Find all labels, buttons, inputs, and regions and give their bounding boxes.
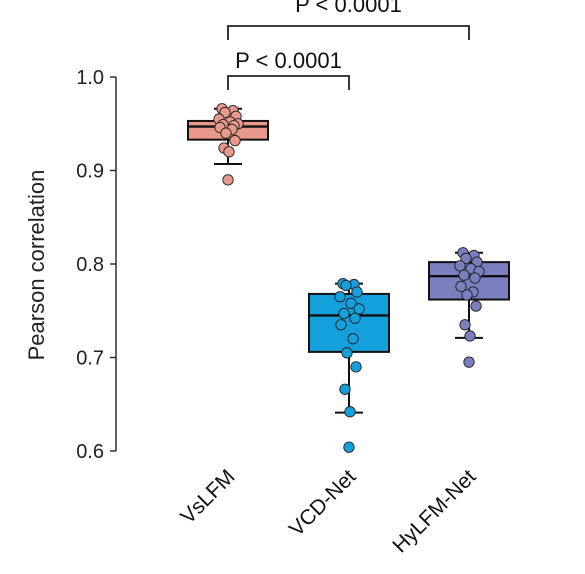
- data-point: [229, 134, 241, 147]
- significance-bracket: P < 0.0001: [227, 0, 470, 40]
- data-point: [340, 279, 352, 292]
- x-axis-labels: VsLFM VCD-Net HyLFM-Net: [176, 465, 480, 557]
- significance-label: P < 0.0001: [235, 48, 342, 73]
- data-point: [222, 174, 234, 186]
- data-point: [459, 319, 471, 331]
- y-tick-label: 0.7: [76, 348, 104, 370]
- data-points: [213, 103, 485, 453]
- y-tick-label: 0.6: [76, 441, 104, 463]
- data-point: [341, 347, 353, 359]
- data-point: [461, 289, 473, 301]
- data-point: [470, 300, 482, 312]
- y-tick-label: 0.8: [76, 254, 104, 276]
- significance-brackets: P < 0.0001 P < 0.0001: [227, 0, 470, 90]
- data-point: [335, 319, 347, 331]
- data-point: [458, 269, 470, 281]
- data-point: [334, 291, 346, 303]
- significance-bracket: P < 0.0001: [227, 48, 350, 90]
- data-point: [350, 361, 362, 373]
- data-point: [347, 333, 359, 345]
- y-tick-label: 1.0: [76, 67, 104, 89]
- bracket-line: [227, 25, 470, 40]
- x-category-label: HyLFM-Net: [388, 465, 480, 557]
- data-point: [343, 441, 355, 453]
- data-point: [345, 297, 357, 309]
- data-point: [223, 146, 235, 158]
- x-category-label: VCD-Net: [285, 465, 361, 541]
- data-point: [351, 286, 363, 298]
- significance-label: P < 0.0001: [295, 0, 402, 17]
- data-point: [338, 307, 350, 320]
- data-point: [339, 383, 351, 395]
- data-point: [464, 330, 476, 342]
- data-point: [349, 312, 361, 324]
- bracket-line: [227, 75, 350, 90]
- data-point: [454, 260, 466, 272]
- data-point: [353, 303, 365, 315]
- data-point: [460, 252, 472, 265]
- data-point: [469, 272, 481, 284]
- y-axis-title: Pearson correlation: [24, 170, 49, 361]
- data-point: [344, 406, 356, 418]
- y-axis: 0.6 0.7 0.8 0.9 1.0: [76, 67, 117, 463]
- data-point: [463, 356, 475, 368]
- x-category-label: VsLFM: [176, 465, 239, 528]
- data-point: [220, 127, 232, 139]
- y-tick-label: 0.9: [76, 161, 104, 183]
- data-point: [455, 280, 467, 293]
